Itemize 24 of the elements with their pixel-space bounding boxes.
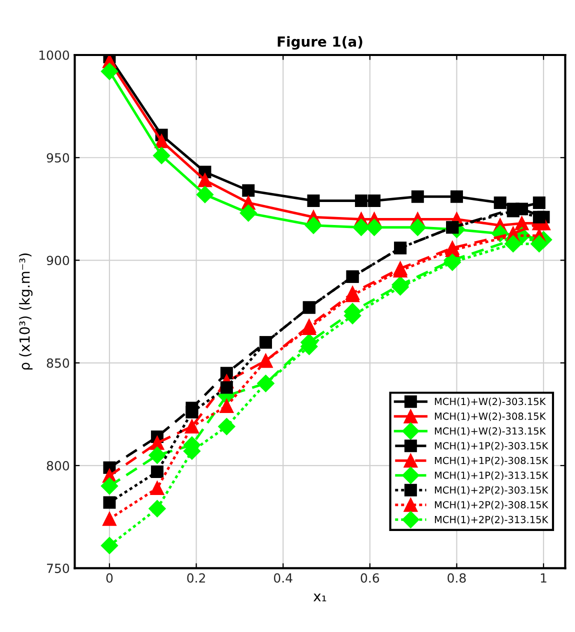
legend-label: MCH(1)+1P(2)-313.15K	[434, 471, 548, 480]
x-tick-label: 0.2	[187, 573, 205, 583]
y-tick-label: 950	[46, 153, 70, 163]
legend-label: MCH(1)+W(2)-313.15K	[434, 427, 546, 436]
x-tick-label: 0.6	[360, 573, 380, 583]
y-tick-label: 900	[46, 256, 70, 266]
legend-label: MCH(1)+W(2)-303.15K	[434, 398, 546, 406]
x-tick-label: 1	[540, 573, 546, 583]
x-tick-label: 0	[106, 573, 113, 583]
y-tick-label: 800	[46, 461, 70, 470]
legend-label: MCH(1)+W(2)-308.15K	[434, 412, 546, 422]
legend-label: MCH(1)+1P(2)-303.15K	[434, 442, 548, 451]
x-tick-label: 0.4	[274, 573, 292, 583]
legend-label: MCH(1)+2P(2)-303.15K	[434, 486, 548, 495]
x-tick-label: 0.8	[448, 573, 466, 583]
legend-label: MCH(1)+2P(2)-308.15K	[434, 500, 548, 510]
y-tick-label: 750	[47, 564, 70, 574]
legend-label: MCH(1)+2P(2)-313.15K	[434, 516, 548, 524]
legend-label: MCH(1)+1P(2)-308.15K	[434, 456, 548, 466]
chart-title: Figure 1(a)	[278, 36, 362, 50]
y-tick-label: 850	[46, 358, 70, 368]
y-tick-label: 1000	[39, 50, 70, 60]
y-axis-title: ρ (x10³) (kg.m⁻³)	[19, 254, 33, 370]
x-axis-title: x₁	[313, 594, 326, 602]
